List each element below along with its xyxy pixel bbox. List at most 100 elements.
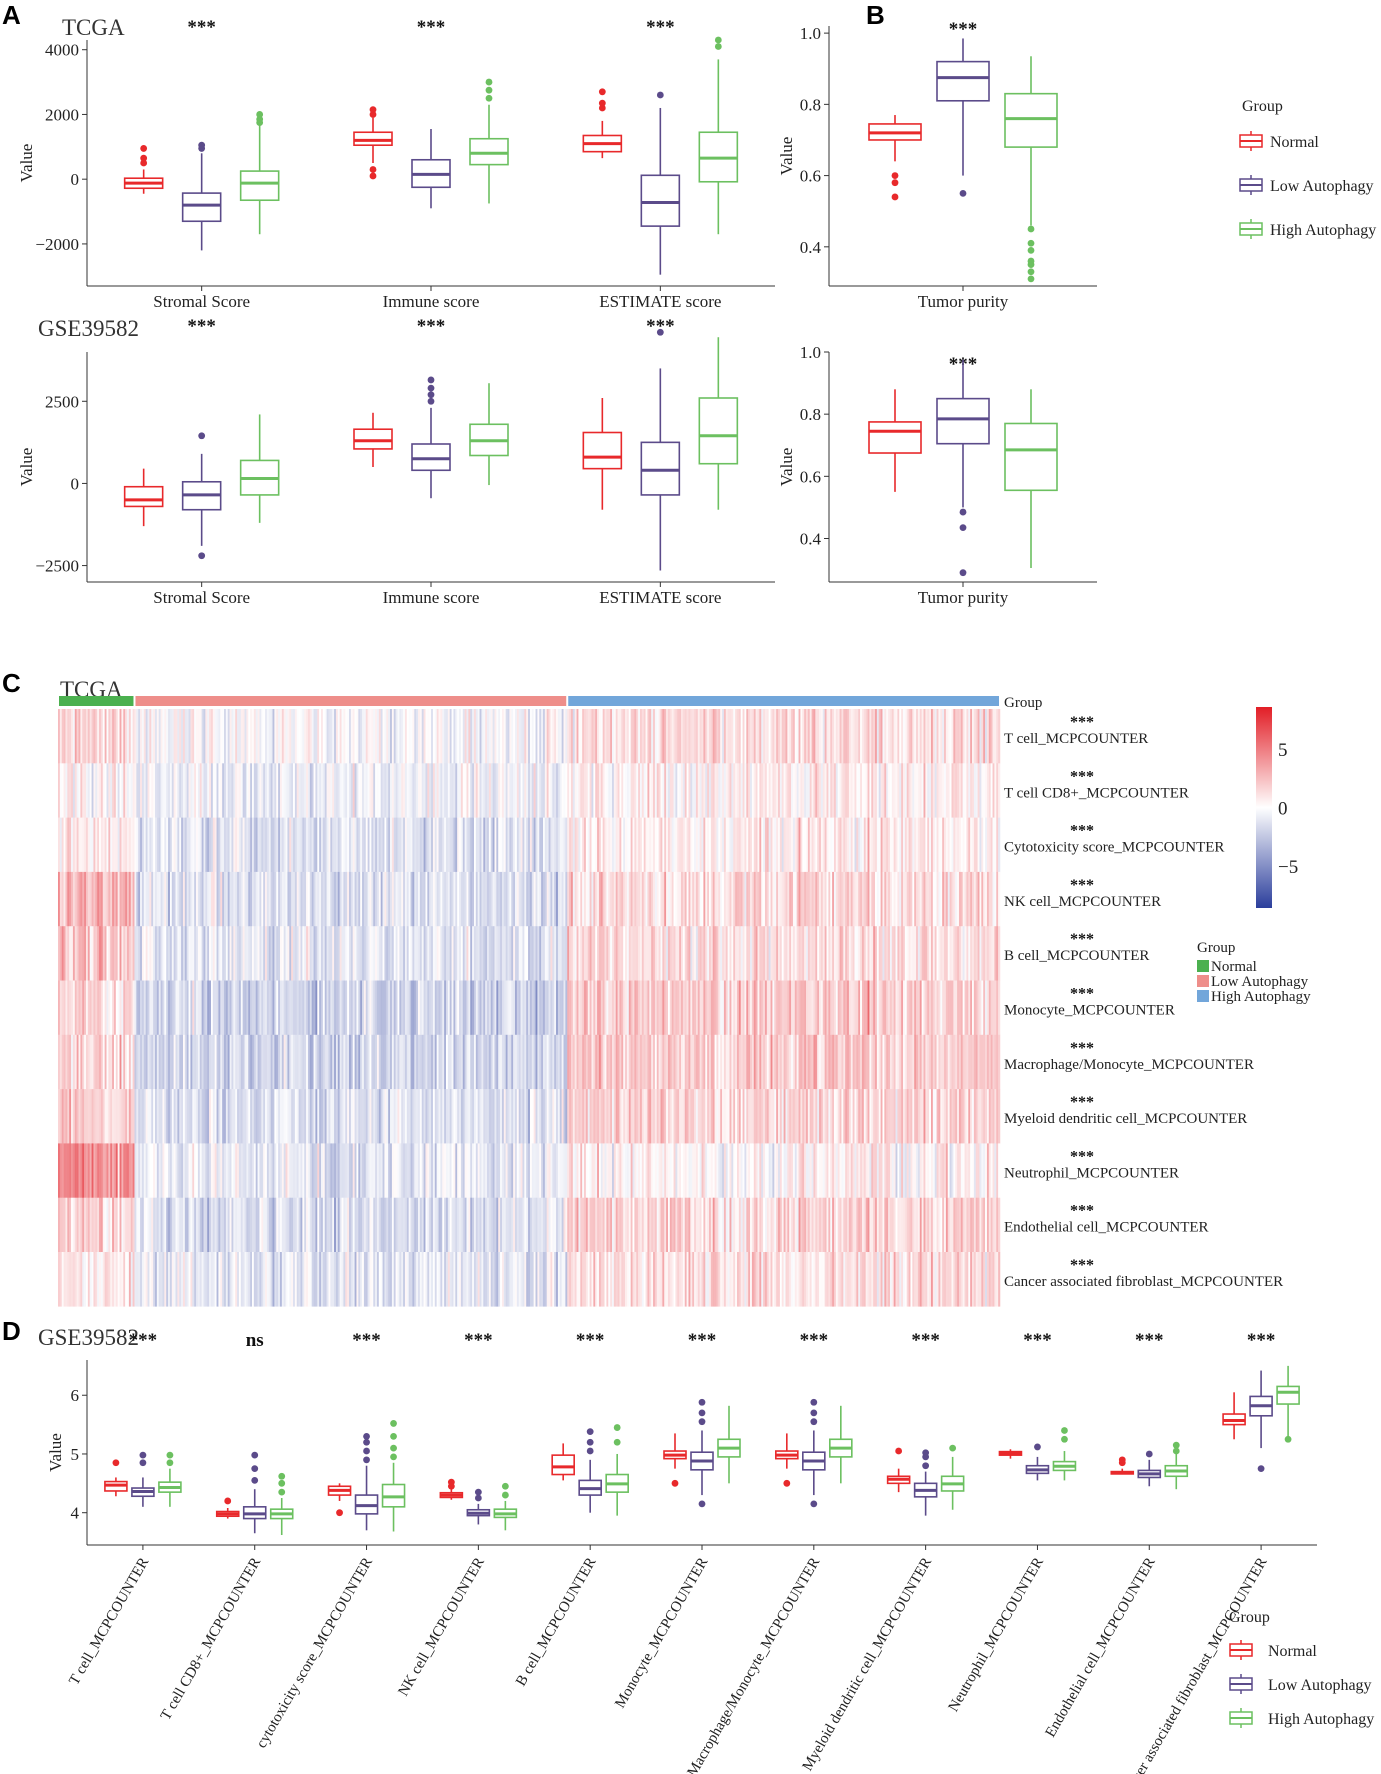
heatmap-cell [526,763,529,818]
heatmap-cell [636,763,639,818]
heatmap-cell [313,1197,316,1253]
heatmap-cell [725,871,728,927]
heatmap-cell [656,817,659,873]
heatmap-cell [656,980,659,1036]
heatmap-cell [472,871,475,927]
heatmap-cell [518,1143,521,1198]
heatmap-cell [563,1197,566,1253]
heatmap-cell [686,926,689,981]
heatmap-cell [574,1034,577,1090]
heatmap-cell [173,1034,176,1090]
heatmap-cell [130,1143,133,1198]
heatmap-cell [632,1197,635,1253]
heatmap-cell [498,1034,501,1090]
heatmap-cell [649,871,652,927]
heatmap-cell [416,1197,419,1253]
heatmap-cell [764,1197,768,1253]
heatmap-cell [224,1197,227,1253]
heatmap-cell [425,871,428,927]
heatmap-cell [703,1252,706,1307]
heatmap-cell [813,709,816,764]
heatmap-cell [610,980,613,1036]
heatmap-cell [416,709,419,764]
heatmap-cell [268,980,271,1036]
heatmap-cell [423,1197,426,1253]
heatmap-cell [511,926,514,981]
heatmap-cell [235,1089,238,1144]
heatmap-cell [434,980,437,1036]
heatmap-cell [707,1034,710,1090]
heatmap-cell [363,926,367,981]
heatmap-cell [470,1143,473,1198]
heatmap-cell [265,926,268,981]
heatmap-cell [287,1034,290,1090]
heatmap-cell [386,1197,389,1253]
heatmap-cell [403,871,406,927]
heatmap-cell [421,1143,424,1198]
heatmap-cell [293,763,296,818]
heatmap-cell [205,817,208,873]
heatmap-cell [427,817,430,873]
heatmap-cell [306,980,309,1036]
heatmap-cell [667,871,671,927]
heatmap-cell [72,709,76,764]
heatmap-cell [826,817,829,873]
heatmap-cell [718,1143,721,1198]
heatmap-cell [212,1034,215,1090]
heatmap-cell [414,709,417,764]
heatmap-cell [166,1143,169,1198]
heatmap-cell [850,980,853,1036]
heatmap-cell [757,1143,760,1198]
heatmap-cell [222,980,225,1036]
heatmap-cell [848,1089,852,1144]
heatmap-cell [634,1089,637,1144]
heatmap-cell [199,709,202,764]
heatmap-cell [457,817,460,873]
heatmap-cell [237,871,240,927]
heatmap-cell [658,1197,661,1253]
heatmap-cell [806,871,809,927]
heatmap-cell [151,763,154,818]
heatmap-cell [610,871,613,927]
heatmap-cell [660,763,663,818]
heatmap-cell [436,817,439,873]
heatmap-cell [817,709,820,764]
heatmap-cell [287,871,290,927]
heatmap-cell [395,763,398,818]
heatmap-cell [671,1089,674,1144]
heatmap-cell [250,926,253,981]
heatmap-cell [490,871,493,927]
heatmap-cell [709,1034,712,1090]
outlier-point [140,159,148,167]
heatmap-cell [802,763,805,818]
heatmap-cell [412,980,415,1036]
heatmap-cell [373,709,376,764]
heatmap-cell [65,980,68,1036]
heatmap-cell [367,980,370,1036]
heatmap-cell [841,1089,844,1144]
heatmap-cell [184,1034,187,1090]
heatmap-cell [298,980,301,1036]
heatmap-cell [567,1197,570,1253]
heatmap-cell [791,1252,794,1307]
heatmap-cell [783,817,786,873]
heatmap-cell [541,1252,544,1307]
heatmap-cell [414,1197,417,1253]
box-normal-immune-score [353,106,393,180]
heatmap-cell [141,817,145,873]
heatmap-cell [548,1034,551,1090]
heatmap-cell [664,871,667,927]
heatmap-cell [481,1252,484,1307]
heatmap-cell [168,1197,171,1253]
heatmap-cell [207,1252,210,1307]
heatmap-cell [188,871,191,927]
heatmap-cell [460,1143,464,1198]
heatmap-cell [522,817,525,873]
heatmap-cell [669,1034,672,1090]
heatmap-cell [285,1143,288,1198]
heatmap-cell [570,1143,574,1198]
heatmap-cell [294,1197,298,1253]
heatmap-cell [550,1252,553,1307]
heatmap-cell [677,871,680,927]
heatmap-cell [261,1252,264,1307]
